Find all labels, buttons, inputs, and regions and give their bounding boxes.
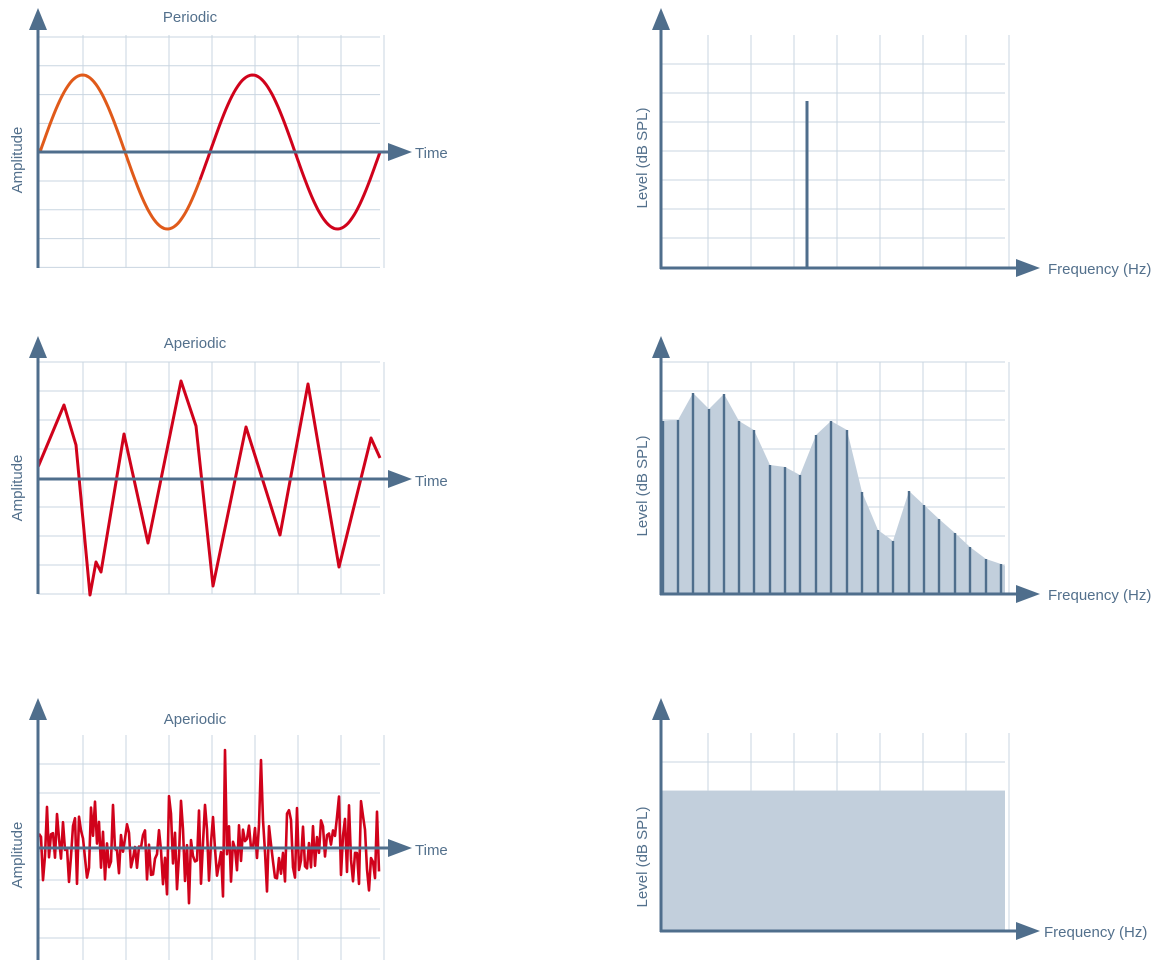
spectrum-y-label: Level (dB SPL) bbox=[634, 436, 651, 537]
waveform-axes bbox=[29, 698, 412, 960]
x-axis-arrow bbox=[388, 839, 412, 857]
waveform-y-label: Amplitude bbox=[9, 127, 26, 194]
y-axis-arrow bbox=[652, 698, 670, 720]
y-axis-arrow bbox=[29, 336, 47, 358]
spectrum-axes bbox=[652, 698, 1040, 940]
x-axis-arrow bbox=[1016, 259, 1040, 277]
complex-spectrum-panel: Level (dB SPL) Frequency (Hz) bbox=[634, 336, 1151, 604]
flat-spectrum-area bbox=[662, 791, 1005, 931]
spectrum-axes bbox=[652, 8, 1040, 277]
periodic-waveform bbox=[198, 73, 382, 231]
x-axis-arrow bbox=[1016, 585, 1040, 603]
aperiodic-waveform bbox=[36, 379, 382, 597]
x-axis-arrow bbox=[1016, 922, 1040, 940]
waveform-x-label: Time bbox=[415, 145, 448, 162]
periodic-waveform-start bbox=[38, 73, 202, 231]
noise-waveform-panel: Aperiodic Amplitude Time bbox=[9, 698, 448, 960]
spectrum-axes bbox=[652, 336, 1040, 603]
waveform-title: Aperiodic bbox=[164, 335, 227, 352]
y-axis-arrow bbox=[652, 8, 670, 30]
spectrum-envelope bbox=[662, 393, 1005, 594]
spectrum-x-label: Frequency (Hz) bbox=[1048, 261, 1151, 278]
aperiodic-waveform-panel: Aperiodic Amplitude Time bbox=[9, 335, 448, 597]
waveform-y-label: Amplitude bbox=[9, 455, 26, 522]
white-noise-spectrum-panel: Level (dB SPL) Frequency (Hz) bbox=[634, 698, 1147, 941]
spectrum-x-label: Frequency (Hz) bbox=[1048, 587, 1151, 604]
waveform-axes bbox=[29, 8, 412, 268]
y-axis-arrow bbox=[29, 698, 47, 720]
x-axis-arrow bbox=[388, 470, 412, 488]
harmonic-lines bbox=[661, 393, 1003, 594]
waveform-x-label: Time bbox=[415, 842, 448, 859]
y-axis-arrow bbox=[652, 336, 670, 358]
waveform-x-label: Time bbox=[415, 473, 448, 490]
waveform-y-label: Amplitude bbox=[9, 822, 26, 889]
waveform-title: Periodic bbox=[163, 9, 218, 26]
x-axis-arrow bbox=[388, 143, 412, 161]
noise-waveform bbox=[37, 748, 381, 905]
spectrum-x-label: Frequency (Hz) bbox=[1044, 924, 1147, 941]
spectrum-grid bbox=[661, 35, 1010, 268]
spectrum-y-label: Level (dB SPL) bbox=[634, 807, 651, 908]
waveform-title: Aperiodic bbox=[164, 711, 227, 728]
periodic-waveform-panel: Periodic Amplitude Time bbox=[9, 8, 448, 268]
pure-tone-spectrum-panel: Level (dB SPL) Frequency (Hz) bbox=[634, 8, 1151, 278]
y-axis-arrow bbox=[29, 8, 47, 30]
spectrum-y-label: Level (dB SPL) bbox=[634, 108, 651, 209]
waveform-axes bbox=[29, 336, 412, 594]
